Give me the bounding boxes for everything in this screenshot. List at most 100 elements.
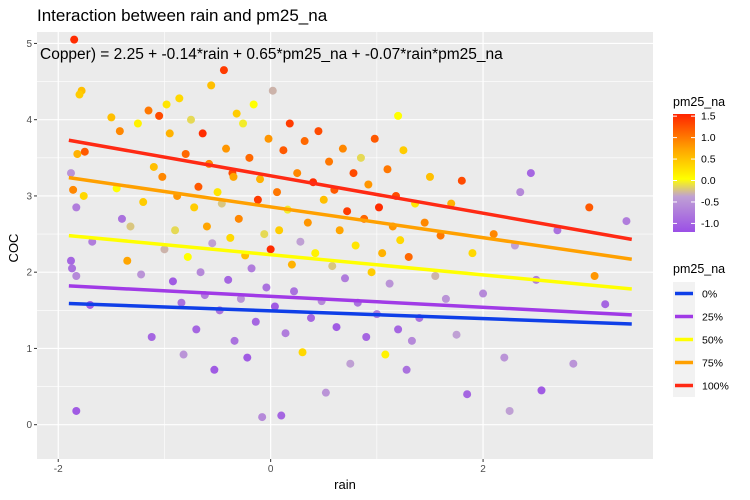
data-point xyxy=(72,272,81,280)
color-legend: pm25_na 1.5 1.0 0.5 0.0 -0.5 -1.0 xyxy=(673,95,725,232)
data-point xyxy=(249,100,258,109)
data-point xyxy=(268,86,277,95)
data-point xyxy=(270,302,279,311)
data-point xyxy=(160,245,169,254)
data-point xyxy=(219,66,228,75)
data-point xyxy=(253,195,262,204)
data-point xyxy=(198,129,207,138)
data-point xyxy=(260,230,269,239)
color-legend-title: pm25_na xyxy=(673,95,725,109)
data-point xyxy=(155,111,164,120)
data-point xyxy=(279,146,288,155)
data-point xyxy=(68,264,77,273)
data-point xyxy=(622,217,631,226)
data-point xyxy=(468,249,477,258)
data-point xyxy=(258,413,267,422)
colorbar-label: -1.0 xyxy=(701,218,719,230)
data-point xyxy=(139,198,148,207)
data-point xyxy=(307,313,316,322)
data-point xyxy=(328,262,337,271)
data-point xyxy=(516,188,525,197)
data-point xyxy=(196,268,205,277)
data-point xyxy=(190,203,199,212)
data-point xyxy=(436,231,445,240)
data-point xyxy=(234,214,243,223)
colorbar-label: 0.0 xyxy=(701,175,716,187)
y-tick-label: 0 xyxy=(26,420,32,431)
y-tick-label: 3 xyxy=(26,191,32,202)
data-point xyxy=(362,333,371,341)
y-tick-label: 5 xyxy=(26,39,32,50)
x-axis-title: rain xyxy=(334,477,356,492)
data-point xyxy=(213,188,222,197)
data-point xyxy=(75,90,84,99)
data-point xyxy=(275,226,284,235)
y-tick-label: 2 xyxy=(26,268,32,279)
data-point xyxy=(232,109,241,118)
line-legend-label: 75% xyxy=(702,358,723,370)
data-point xyxy=(381,350,390,359)
data-point xyxy=(115,127,124,136)
data-point xyxy=(526,169,535,178)
data-point xyxy=(117,214,126,223)
colorbar-label: 1.5 xyxy=(701,111,716,123)
data-point xyxy=(247,264,256,273)
data-point xyxy=(162,100,171,109)
data-point xyxy=(137,270,146,279)
data-point xyxy=(425,172,434,181)
data-points xyxy=(66,35,631,422)
data-point xyxy=(229,172,238,181)
data-point xyxy=(452,330,461,339)
data-point xyxy=(374,203,383,212)
data-point xyxy=(285,119,294,128)
line-legend-label: 25% xyxy=(702,312,723,324)
plot-panel xyxy=(37,32,653,459)
data-point xyxy=(126,222,135,231)
fit-line-50pct xyxy=(68,233,632,291)
data-point xyxy=(356,153,365,162)
data-point xyxy=(590,272,599,280)
data-point xyxy=(349,169,358,178)
data-point xyxy=(133,119,142,128)
fit-line-0pct xyxy=(68,301,632,326)
data-point xyxy=(187,115,195,124)
data-point xyxy=(311,249,320,258)
data-point xyxy=(208,239,217,248)
data-point xyxy=(175,94,184,103)
data-point xyxy=(245,153,254,162)
y-tick-label: 4 xyxy=(26,115,32,126)
data-point xyxy=(420,218,429,227)
data-point xyxy=(298,348,307,357)
data-point xyxy=(404,252,413,261)
data-point xyxy=(177,298,186,307)
data-point xyxy=(149,162,158,171)
data-point xyxy=(385,279,394,288)
data-point xyxy=(222,144,231,153)
data-point xyxy=(243,353,252,362)
line-legend-title: pm25_na xyxy=(673,262,725,276)
data-point xyxy=(107,113,116,122)
data-point xyxy=(230,336,239,345)
data-point xyxy=(500,353,509,362)
data-point xyxy=(165,129,174,138)
data-point xyxy=(367,268,376,277)
x-axis: -2 0 2 xyxy=(54,459,486,475)
data-point xyxy=(194,182,203,191)
fit-line-75pct xyxy=(68,175,633,261)
data-point xyxy=(226,233,235,242)
data-point xyxy=(69,185,78,194)
data-point xyxy=(396,236,405,245)
data-point xyxy=(73,150,82,158)
data-point xyxy=(192,325,201,334)
fit-lines xyxy=(68,138,633,326)
data-point xyxy=(251,317,260,326)
data-point xyxy=(300,137,309,146)
line-legend-label: 100% xyxy=(702,381,729,393)
data-point xyxy=(80,147,89,156)
data-point xyxy=(123,256,132,265)
data-point xyxy=(287,260,296,269)
data-point xyxy=(303,218,312,227)
colorbar-label: 0.5 xyxy=(701,154,716,166)
data-point xyxy=(266,245,275,254)
